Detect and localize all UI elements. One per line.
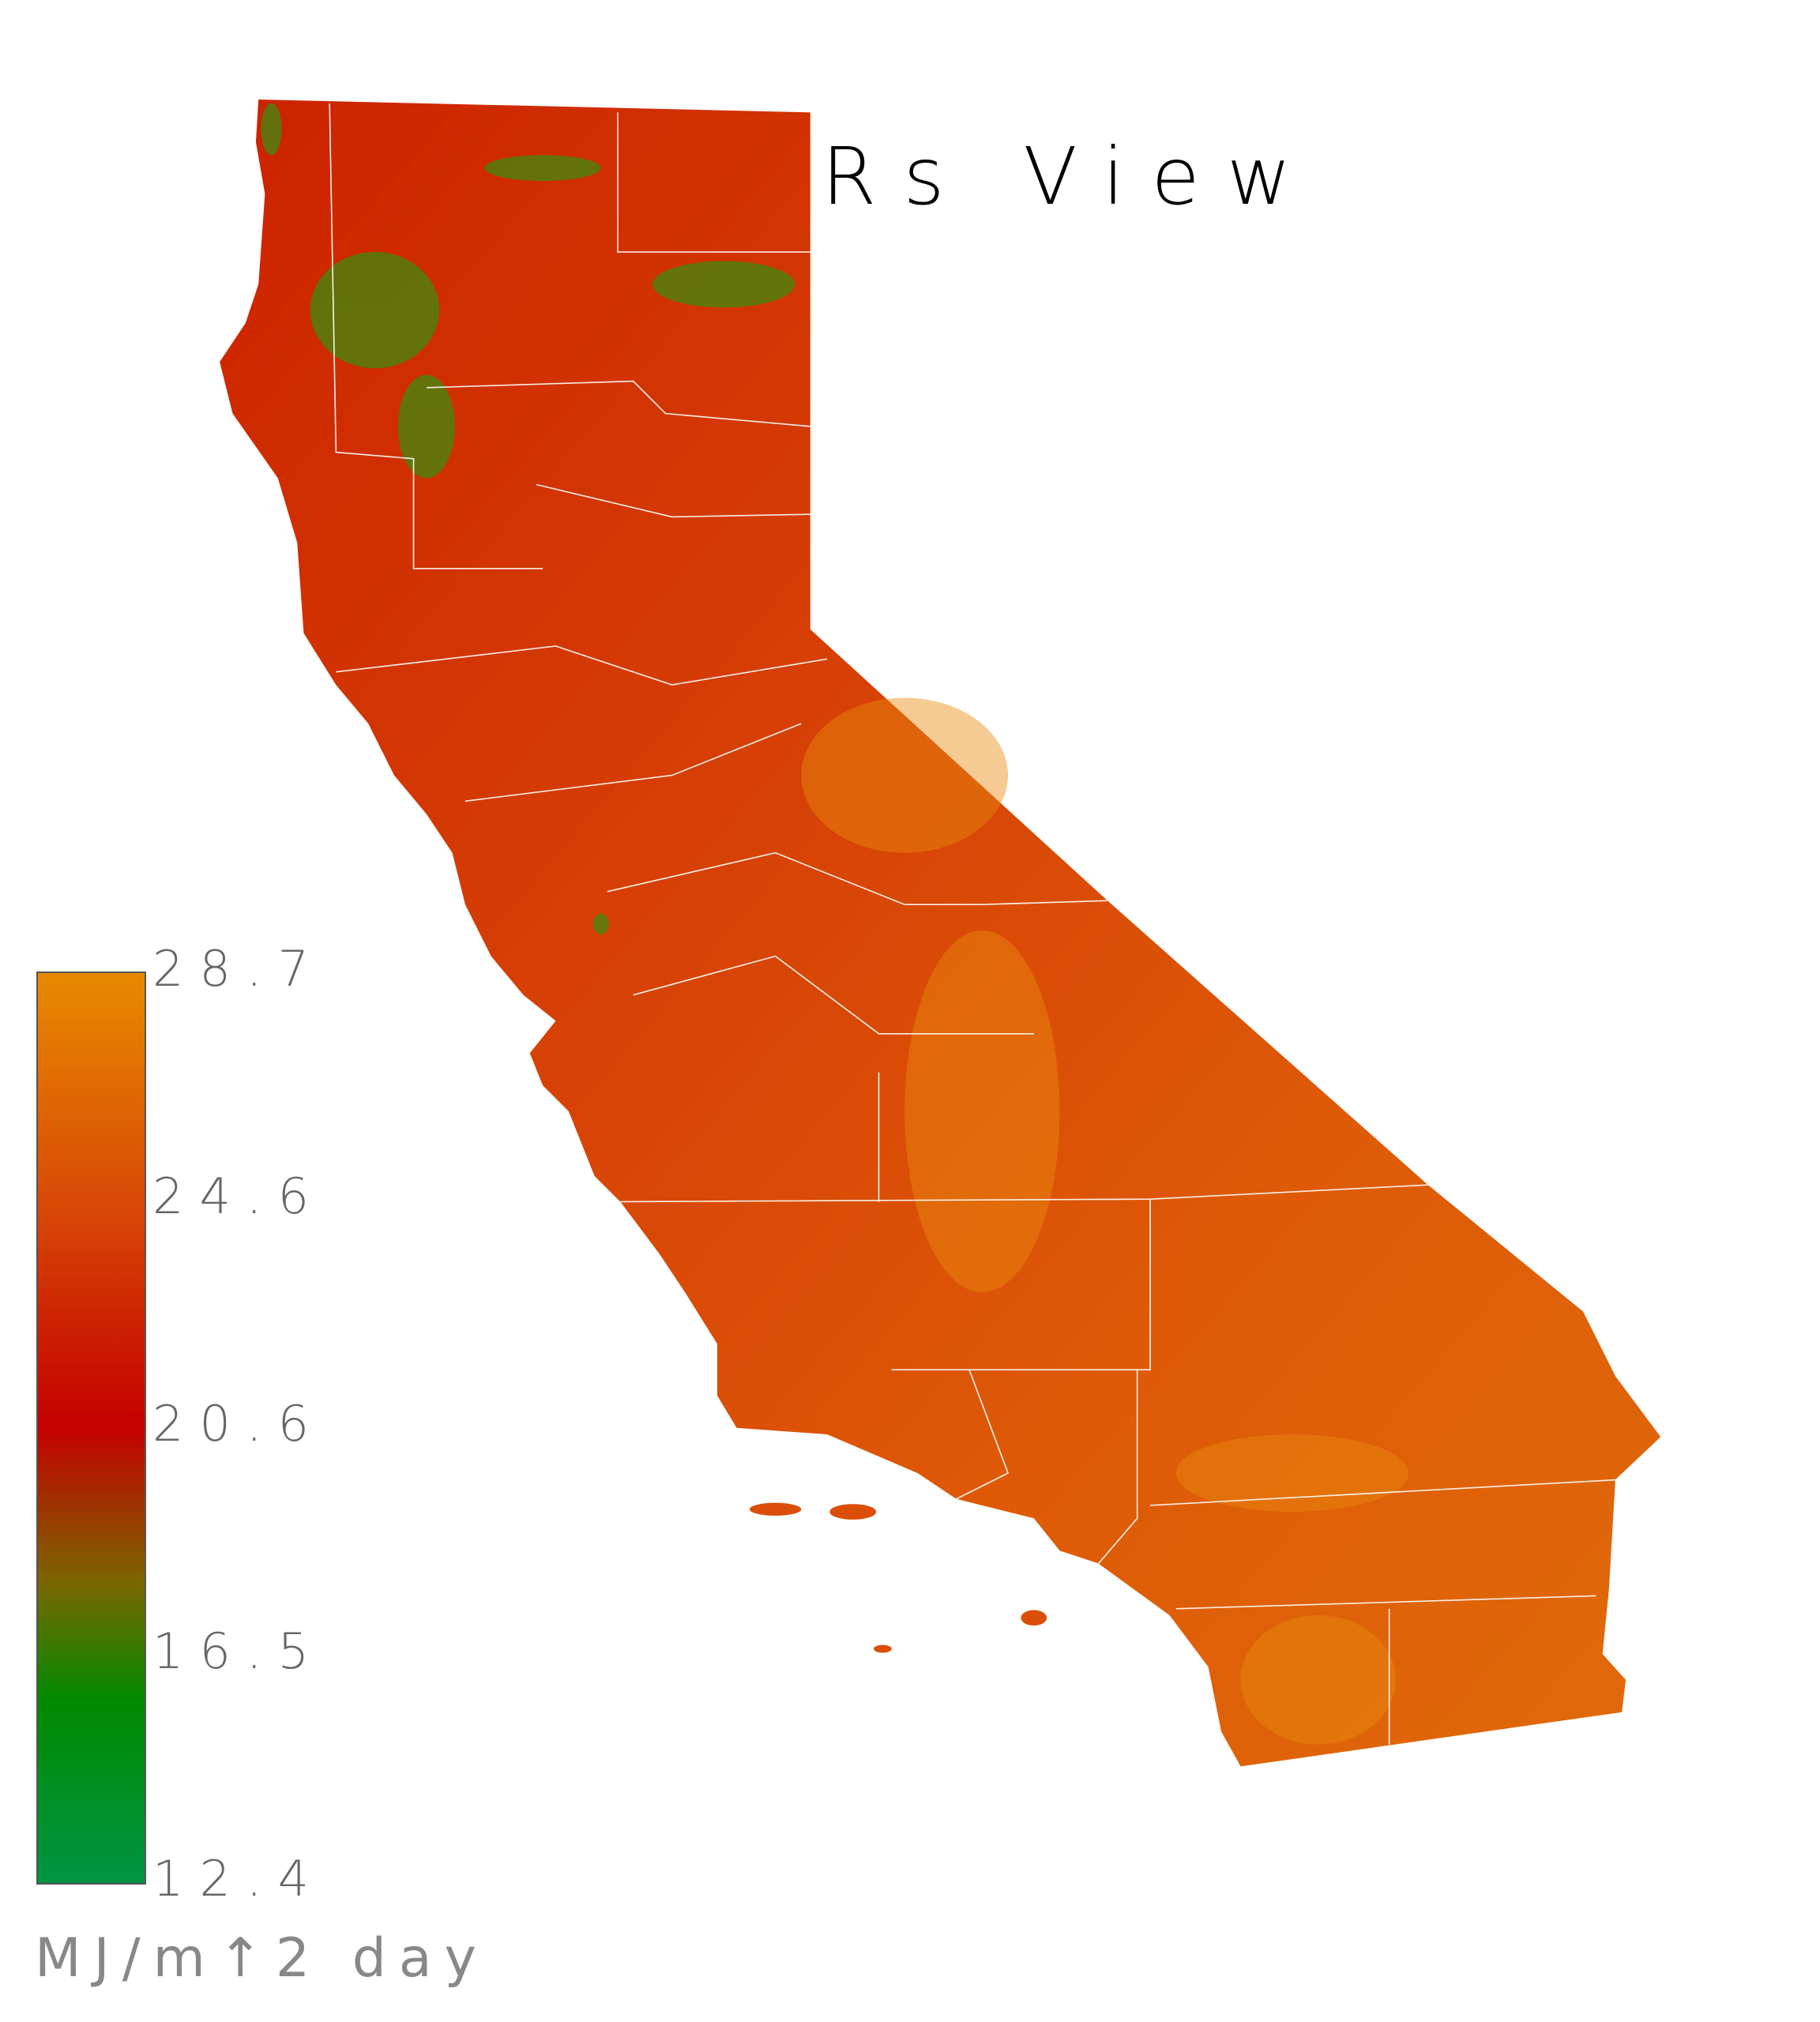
color-scale-bar (36, 972, 146, 1885)
legend-tick-min: 12.4 (152, 1850, 325, 1907)
state-shape (220, 99, 1661, 1767)
legend-tick-max: 28.7 (152, 940, 325, 998)
legend-tick: 16.5 (152, 1622, 325, 1680)
legend-tick: 20.6 (152, 1395, 325, 1453)
county-boundaries (329, 103, 1623, 1745)
legend-units: MJ/m↑2 day (35, 1927, 489, 1990)
map-title: Rs View (822, 130, 1318, 223)
channel-islands (749, 1502, 1047, 1653)
low-radiation-areas (261, 103, 795, 934)
high-radiation-areas (801, 697, 1409, 1745)
legend-tick: 24.6 (152, 1167, 325, 1225)
